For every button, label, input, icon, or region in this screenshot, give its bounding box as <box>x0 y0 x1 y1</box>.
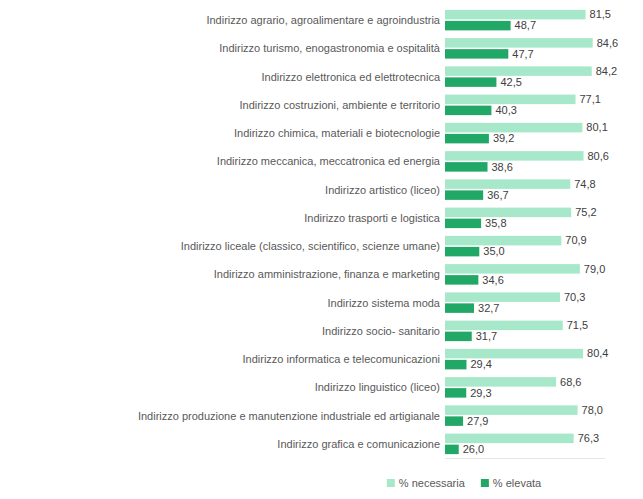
bar <box>445 21 511 31</box>
category-label: Indirizzo produzione e manutenzione indu… <box>138 410 440 422</box>
data-label: 29,3 <box>470 387 491 399</box>
legend-swatch <box>387 479 395 487</box>
data-labels: 81,5 84,6 84,2 77,1 80,1 80,6 74,8 75,2 70,9 79,0… <box>463 8 618 455</box>
bar <box>445 179 570 189</box>
bar <box>445 445 459 455</box>
legend-label: % elevata <box>493 477 542 489</box>
bar <box>445 264 580 274</box>
bar <box>445 332 472 342</box>
data-label: 27,9 <box>467 415 488 427</box>
data-label: 80,1 <box>586 121 607 133</box>
bar <box>445 123 582 133</box>
chart-container: Indirizzo agrario, agroalimentare e agro… <box>0 0 643 499</box>
bar <box>445 388 466 398</box>
category-label: Indirizzo informatica e telecomunicazion… <box>243 353 440 365</box>
bar <box>445 208 571 218</box>
category-label: Indirizzo chimica, materiali e biotecnol… <box>234 127 440 139</box>
category-label: Indirizzo trasporti e logistica <box>304 212 441 224</box>
bar <box>445 360 466 370</box>
data-label: 76,3 <box>578 432 599 444</box>
axis-line <box>445 458 605 459</box>
data-label: 79,0 <box>584 263 605 275</box>
category-label: Indirizzo amministrazione, finanza e mar… <box>214 268 440 280</box>
legend: % necessaria % elevata <box>387 477 542 489</box>
bar <box>445 219 481 229</box>
category-label: Indirizzo socio- sanitario <box>322 325 440 337</box>
bar <box>445 377 556 387</box>
data-label: 78,0 <box>582 404 603 416</box>
data-label: 47,7 <box>512 48 533 60</box>
data-label: 29,4 <box>470 358 491 370</box>
data-label: 80,6 <box>588 150 609 162</box>
data-label: 80,4 <box>587 347 608 359</box>
bar <box>445 134 489 144</box>
bar <box>445 77 496 87</box>
bar <box>445 66 592 76</box>
chart-svg: Indirizzo agrario, agroalimentare e agro… <box>0 0 643 499</box>
data-label: 75,2 <box>575 206 596 218</box>
data-label: 40,3 <box>495 104 516 116</box>
bars <box>445 10 593 454</box>
category-label: Indirizzo sistema moda <box>328 297 441 309</box>
bar <box>445 303 474 313</box>
category-label: Indirizzo meccanica, meccatronica ed ene… <box>217 155 441 167</box>
category-label: Indirizzo costruzioni, ambiente e territ… <box>239 99 440 111</box>
data-label: 77,1 <box>580 93 601 105</box>
category-label: Indirizzo turismo, enogastronomia e ospi… <box>219 42 441 54</box>
bar <box>445 38 593 48</box>
data-label: 71,5 <box>567 319 588 331</box>
category-label: Indirizzo agrario, agroalimentare e agro… <box>206 14 440 26</box>
data-label: 35,8 <box>485 217 506 229</box>
data-label: 32,7 <box>478 302 499 314</box>
data-label: 38,6 <box>492 161 513 173</box>
data-label: 36,7 <box>487 189 508 201</box>
data-label: 70,9 <box>565 234 586 246</box>
bar <box>445 236 561 246</box>
bar <box>445 106 491 116</box>
category-label: Indirizzo artistico (liceo) <box>325 184 440 196</box>
data-label: 42,5 <box>500 76 521 88</box>
category-label: Indirizzo grafica e comunicazione <box>277 438 440 450</box>
bar <box>445 405 578 415</box>
bar <box>445 190 483 200</box>
data-label: 31,7 <box>476 330 497 342</box>
legend-label: % necessaria <box>399 477 466 489</box>
data-label: 39,2 <box>493 132 514 144</box>
data-label: 84,6 <box>597 37 618 49</box>
data-label: 68,6 <box>560 376 581 388</box>
bar <box>445 95 576 105</box>
category-label: Indirizzo liceale (classico, scientifico… <box>181 240 440 252</box>
bar <box>445 434 574 444</box>
bar <box>445 349 583 359</box>
bar <box>445 162 488 172</box>
category-label: Indirizzo elettronica ed elettrotecnica <box>261 71 440 83</box>
bar <box>445 247 479 257</box>
data-label: 35,0 <box>483 245 504 257</box>
bar <box>445 10 586 20</box>
data-label: 84,2 <box>596 65 617 77</box>
data-label: 81,5 <box>590 8 611 20</box>
data-label: 34,6 <box>482 274 503 286</box>
data-label: 74,8 <box>574 178 595 190</box>
bar <box>445 151 584 161</box>
data-label: 26,0 <box>463 443 484 455</box>
bar <box>445 49 508 59</box>
bar <box>445 275 478 285</box>
bar <box>445 292 560 302</box>
legend-swatch <box>481 479 489 487</box>
data-label: 70,3 <box>564 291 585 303</box>
bar <box>445 321 563 331</box>
data-label: 48,7 <box>515 19 536 31</box>
bar <box>445 416 463 426</box>
category-label: Indirizzo linguistico (liceo) <box>315 381 440 393</box>
